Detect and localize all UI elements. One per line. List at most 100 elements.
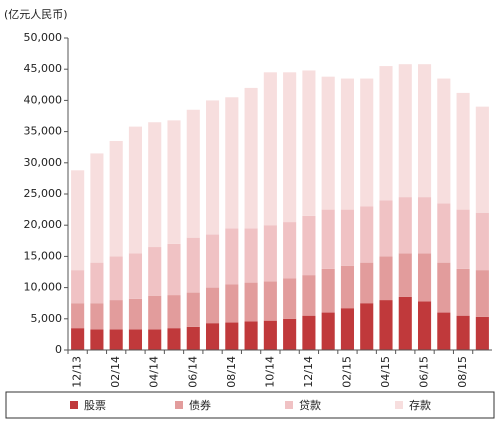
bar-segment (379, 256, 393, 301)
bar-segment (398, 253, 412, 297)
x-tick-label: 10/14 (263, 356, 276, 388)
bar-segment (148, 247, 162, 296)
x-tick-label: 08/15 (456, 356, 469, 388)
x-tick-label: 02/15 (340, 356, 353, 388)
bar-segment (263, 225, 277, 282)
bar-segment (437, 262, 451, 313)
bar-segment (379, 200, 393, 257)
legend-label: 贷款 (299, 398, 321, 412)
legend-swatch (175, 401, 183, 409)
bar-segment (321, 312, 335, 350)
bar-segment (302, 315, 316, 350)
bar-segment (186, 109, 200, 238)
y-tick-label: 50,000 (24, 31, 63, 44)
bar-segment (437, 312, 451, 350)
bar-segment (340, 265, 355, 309)
y-tick-label: 5,000 (31, 312, 63, 325)
bar-segment (379, 66, 393, 201)
bar-segment (263, 72, 277, 226)
bar-segment (71, 170, 85, 271)
bar-segment (148, 122, 162, 248)
bar-segment (263, 320, 277, 350)
bar-segment (128, 298, 143, 330)
bar-segment (109, 256, 123, 301)
bar-segment (71, 303, 85, 329)
bar-segment (205, 323, 220, 350)
bar-segment (244, 87, 258, 229)
bar-segment (475, 212, 489, 271)
y-tick-label: 15,000 (24, 249, 63, 262)
legend-swatch (395, 401, 403, 409)
x-tick-label: 12/14 (302, 356, 315, 388)
bar-segment (244, 321, 258, 350)
y-tick-label: 35,000 (24, 125, 63, 138)
bar-segment (225, 228, 239, 285)
bar-segment (128, 253, 143, 299)
x-tick-label: 06/15 (418, 356, 431, 388)
unit-label: (亿元人民币) (4, 8, 68, 21)
bar-segment (90, 329, 104, 350)
bar-segment (71, 328, 85, 350)
bar-segment (225, 97, 239, 229)
x-tick-label: 06/14 (186, 356, 199, 388)
bar-segment (417, 253, 432, 302)
legend-swatch (285, 401, 293, 409)
bar-segment (148, 329, 162, 350)
bar-segment (283, 318, 297, 350)
legend-label: 股票 (84, 399, 106, 412)
y-tick-label: 10,000 (24, 281, 63, 294)
bar-segment (167, 295, 181, 329)
bar-segment (456, 268, 470, 316)
bar-segment (360, 303, 374, 350)
bar-segment (456, 209, 470, 269)
bar-segment (263, 281, 277, 321)
legend-label: 债券 (189, 398, 211, 412)
bar-segment (109, 329, 123, 350)
bar-segment (90, 303, 104, 330)
bar-segment (167, 243, 181, 296)
bar-segment (225, 322, 239, 350)
x-tick-label: 02/14 (109, 356, 122, 388)
bar-segment (283, 222, 297, 279)
bar-segment (475, 316, 489, 350)
bar-segment (417, 64, 432, 198)
bar-segment (360, 206, 374, 263)
bar-segment (302, 215, 316, 276)
bar-segment (71, 270, 85, 304)
bar-segment (283, 278, 297, 319)
bar-segment (244, 282, 258, 322)
bar-segment (398, 296, 412, 350)
bar-segment (321, 268, 335, 313)
bar-segment (283, 72, 297, 223)
y-tick-label: 45,000 (24, 62, 63, 75)
bar-segment (90, 153, 104, 263)
bar-segment (417, 301, 432, 350)
bar-segment (475, 270, 489, 317)
bar-segment (205, 287, 220, 324)
bar-segment (379, 300, 393, 350)
bar-segment (186, 292, 200, 327)
legend-box (5, 391, 495, 419)
bar-segment (456, 92, 470, 210)
bar-segment (148, 295, 162, 330)
bar-segment (302, 70, 316, 216)
bar-segment (360, 262, 374, 304)
bar-segment (321, 76, 335, 210)
x-tick-label: 08/14 (225, 356, 238, 388)
bar-segment (302, 275, 316, 316)
bar-segment (186, 237, 200, 293)
y-tick-label: 0 (55, 343, 62, 356)
bar-segment (340, 78, 355, 210)
bar-segment (205, 100, 220, 235)
y-tick-label: 20,000 (24, 218, 63, 231)
bar-segment (109, 300, 123, 330)
bar-segment (167, 120, 181, 244)
x-tick-label: 12/13 (71, 356, 84, 388)
x-tick-label: 04/15 (379, 356, 392, 388)
x-tick-label: 04/14 (148, 356, 161, 388)
bar-segment (340, 209, 355, 266)
bar-segment (225, 284, 239, 323)
bar-segment (128, 329, 143, 350)
bar-segment (90, 262, 104, 304)
